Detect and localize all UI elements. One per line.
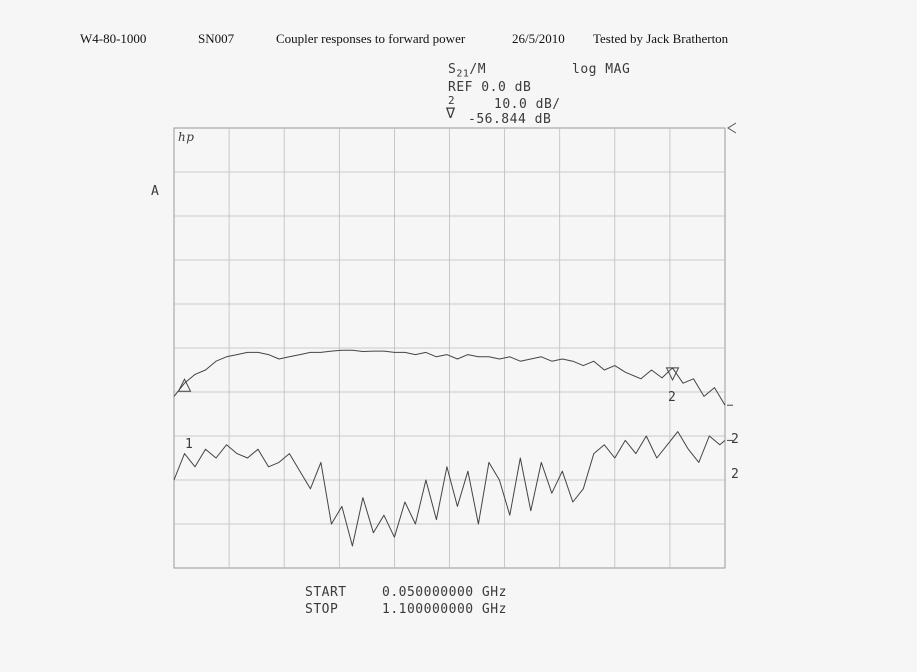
start-frequency: 0.050000000 GHz (382, 585, 507, 600)
scale-value: 10.0 dB/ (494, 97, 561, 112)
marker-2-triangle (665, 367, 680, 382)
reference-level: REF 0.0 dB (448, 80, 532, 95)
trace-1-tag: 2 (731, 432, 740, 447)
stop-label: STOP (305, 602, 339, 617)
param-sub: 21 (456, 68, 470, 80)
marker-1-triangle (177, 378, 192, 392)
serial-number: SN007 (198, 31, 235, 46)
marker-readout: -56.844 dB (468, 112, 552, 127)
param-s: S (448, 62, 457, 77)
marker-1-label: 1 (185, 437, 194, 452)
trace-2-tag: 2 (731, 467, 740, 482)
model-number: W4-80-1000 (80, 31, 147, 46)
test-date: 26/5/2010 (512, 31, 565, 46)
tester-name: Tested by Jack Bratherton (593, 31, 729, 46)
marker-2-label: 2 (668, 390, 677, 405)
param-rest: /M (469, 62, 487, 77)
parameter-label: S21/M (448, 62, 486, 80)
stop-frequency: 1.100000000 GHz (382, 602, 507, 617)
format-label: log MAG (572, 62, 631, 77)
hp-logo: hp (178, 130, 195, 144)
marker-triangle-icon: ∇ (446, 104, 456, 122)
scale-channel-number: 2 (448, 94, 456, 107)
plot-markers (177, 367, 680, 392)
test-description: Coupler responses to forward power (276, 31, 466, 46)
reference-level-pointer (727, 122, 737, 134)
trace-line-1 (173, 349, 726, 406)
trace-line-2 (173, 431, 726, 547)
channel-label: A (151, 184, 160, 199)
start-label: START (305, 585, 347, 600)
plot-grid (173, 122, 737, 569)
plot-traces (173, 349, 733, 547)
